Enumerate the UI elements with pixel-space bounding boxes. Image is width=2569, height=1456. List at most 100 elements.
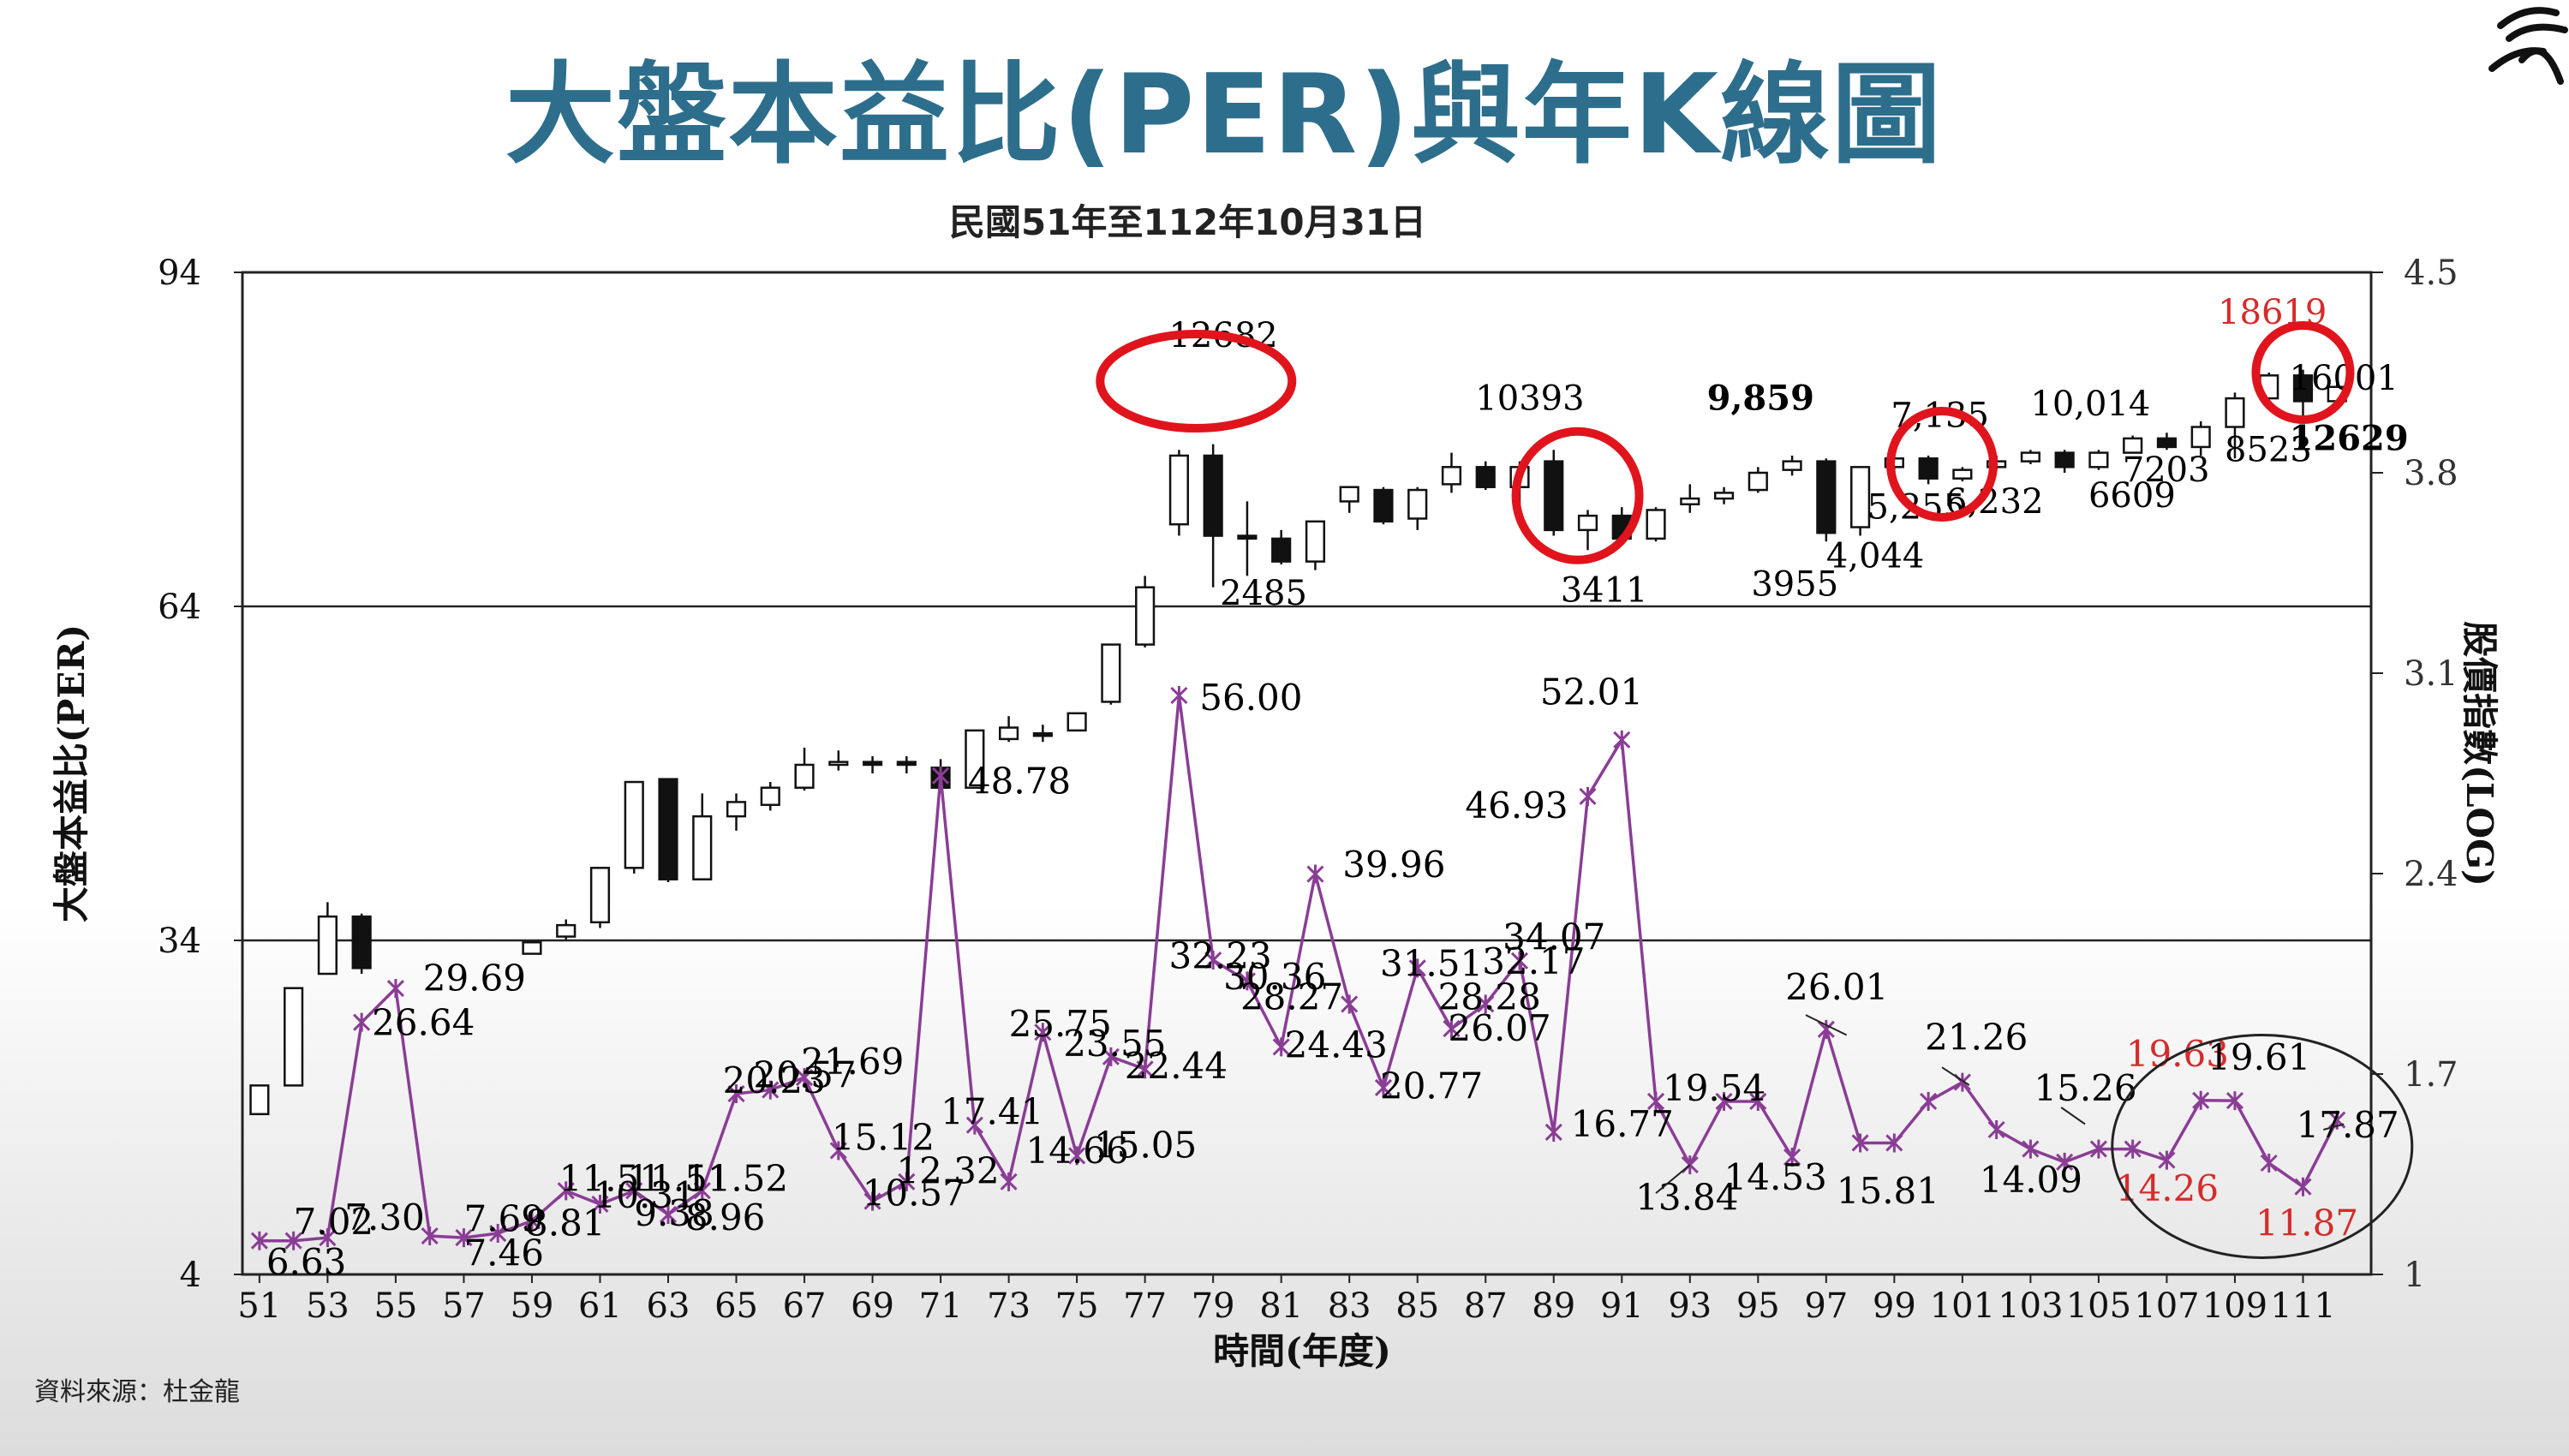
highlight-ellipse — [2111, 1034, 2414, 1259]
candle-body — [317, 915, 338, 976]
x-tick-label: 55 — [373, 1286, 417, 1326]
per-point — [319, 1228, 337, 1248]
candle-body — [1646, 509, 1666, 540]
candle-body — [1032, 731, 1053, 737]
per-point — [1306, 864, 1324, 884]
per-point — [1102, 1047, 1120, 1066]
per-point — [2294, 1177, 2312, 1196]
x-tick-label: 97 — [1804, 1286, 1848, 1326]
per-point — [1374, 1077, 1393, 1097]
per-data-label: 26.07 — [1449, 1007, 1551, 1049]
candle-body — [2088, 451, 2109, 468]
per-data-label: 11.52 — [685, 1158, 788, 1200]
per-data-label: 15.05 — [1094, 1125, 1197, 1167]
x-tick-label: 103 — [1998, 1286, 2063, 1326]
leader-line — [1805, 1014, 1848, 1036]
per-data-label: 56.00 — [1199, 677, 1302, 719]
per-data-label: 52.01 — [1540, 671, 1643, 713]
per-point — [557, 1181, 575, 1201]
per-point — [2225, 1091, 2244, 1111]
candle-body — [1577, 514, 1598, 532]
y-right-tick-label: 2.4 — [2404, 855, 2458, 894]
x-tick-label: 65 — [714, 1286, 758, 1326]
candle-body — [726, 801, 747, 818]
per-point — [1749, 1091, 1767, 1111]
per-point — [932, 766, 950, 785]
candle-body — [1135, 586, 1156, 646]
per-point — [1613, 730, 1631, 749]
per-point — [1068, 1146, 1086, 1166]
x-tick-label: 111 — [2270, 1286, 2335, 1326]
per-point — [1510, 951, 1529, 970]
y-left-tick-label: 64 — [158, 588, 201, 627]
per-point — [1544, 1122, 1562, 1142]
per-data-label: 14.26 — [2116, 1167, 2219, 1209]
index-data-label: 12629 — [2290, 418, 2409, 458]
per-data-label: 12.32 — [896, 1149, 999, 1191]
per-point — [1920, 1091, 1938, 1111]
highlight-circle — [1886, 406, 1998, 522]
per-point — [421, 1226, 439, 1246]
per-point — [1272, 1037, 1290, 1057]
x-tick-label: 91 — [1600, 1286, 1644, 1326]
candle-body — [1475, 466, 1496, 488]
x-tick-label: 109 — [2202, 1286, 2267, 1326]
per-point — [523, 1211, 541, 1231]
per-data-label: 10.57 — [863, 1172, 965, 1214]
per-data-label: 11.87 — [2255, 1202, 2358, 1244]
per-data-label: 20.77 — [1380, 1065, 1483, 1107]
per-data-label: 26.01 — [1785, 966, 1888, 1008]
leader-line — [2060, 1107, 2086, 1125]
candle-body — [2156, 437, 2178, 449]
per-point — [1000, 1172, 1018, 1191]
index-data-label: 10393 — [1475, 379, 1584, 418]
per-point — [965, 1115, 983, 1135]
per-data-label: 15.26 — [2034, 1067, 2136, 1109]
candle-body — [1441, 466, 1462, 486]
per-data-label: 30.36 — [1223, 956, 1326, 998]
x-tick-label: 89 — [1532, 1286, 1575, 1326]
y-right-tick-label: 1.7 — [2404, 1055, 2458, 1095]
per-data-label: 28.27 — [1240, 976, 1343, 1018]
plot-frame — [241, 271, 2373, 1276]
x-tick-label: 95 — [1736, 1286, 1780, 1326]
per-data-label: 15.12 — [832, 1116, 935, 1158]
candle-body — [658, 778, 678, 880]
per-data-label: 48.78 — [968, 760, 1071, 802]
per-data-label: 14.53 — [1724, 1156, 1827, 1198]
candle-body — [1782, 460, 1802, 471]
per-data-label: 13.84 — [1635, 1177, 1738, 1219]
y-left-axis-title: 大盤本益比(PER) — [51, 624, 93, 922]
candle-body — [1203, 454, 1223, 537]
x-tick-label: 79 — [1192, 1286, 1235, 1326]
per-data-label: 21.69 — [801, 1041, 904, 1083]
candle-body — [1952, 468, 1973, 480]
candle-body — [692, 815, 713, 880]
per-data-label: 26.64 — [372, 1002, 475, 1044]
x-tick-label: 75 — [1055, 1286, 1099, 1326]
candle-body — [1339, 486, 1359, 503]
per-data-label: 24.43 — [1285, 1024, 1388, 1066]
per-point — [489, 1224, 507, 1244]
per-point — [284, 1231, 302, 1250]
per-point — [2260, 1154, 2278, 1173]
highlight-circle — [2251, 321, 2355, 424]
per-data-label: 39.96 — [1342, 844, 1445, 886]
index-data-label: 2485 — [1220, 574, 1307, 613]
candle-body — [624, 780, 644, 869]
candle-body — [2292, 374, 2314, 403]
per-data-label: 7.02 — [294, 1201, 374, 1243]
source-note: 資料來源：杜金龍 — [34, 1377, 240, 1407]
y-left-tick-label: 4 — [180, 1256, 201, 1295]
per-data-label: 7.30 — [344, 1196, 425, 1238]
x-tick-label: 67 — [783, 1286, 827, 1326]
x-tick-label: 99 — [1873, 1286, 1916, 1326]
y-left-tick-label: 34 — [158, 922, 201, 961]
per-point — [1341, 994, 1359, 1014]
chart-title: 大盤本益比(PER)與年K線圖 — [505, 51, 1943, 179]
index-data-label: 4,044 — [1826, 536, 1925, 576]
candle-body — [522, 940, 542, 955]
candle-body — [2020, 451, 2040, 462]
per-point — [353, 1012, 371, 1032]
per-data-label: 7.46 — [463, 1232, 544, 1274]
